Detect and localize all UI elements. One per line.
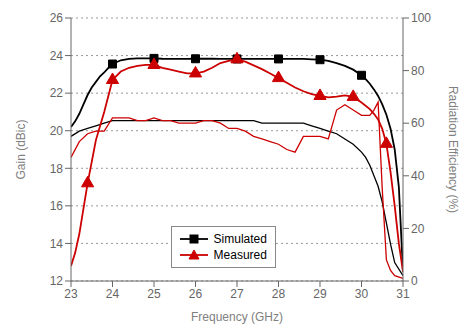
svg-text:27: 27 <box>230 287 244 301</box>
svg-text:24: 24 <box>106 287 120 301</box>
svg-text:26: 26 <box>189 287 203 301</box>
svg-text:31: 31 <box>396 287 410 301</box>
svg-text:20: 20 <box>50 124 64 138</box>
svg-text:30: 30 <box>355 287 369 301</box>
svg-text:23: 23 <box>64 287 78 301</box>
svg-text:22: 22 <box>50 86 64 100</box>
svg-text:0: 0 <box>411 274 418 288</box>
svg-text:14: 14 <box>50 237 64 251</box>
svg-text:Radiation Efficiency (%): Radiation Efficiency (%) <box>446 86 460 213</box>
svg-text:25: 25 <box>147 287 161 301</box>
svg-text:Frequency (GHz): Frequency (GHz) <box>191 310 283 324</box>
svg-text:24: 24 <box>50 49 64 63</box>
svg-text:80: 80 <box>411 64 425 78</box>
svg-text:26: 26 <box>50 11 64 25</box>
html-text:Simulated: Simulated <box>213 231 267 246</box>
svg-text:60: 60 <box>411 116 425 130</box>
svg-text:12: 12 <box>50 274 64 288</box>
svg-text:18: 18 <box>50 162 64 176</box>
svg-text:16: 16 <box>50 199 64 213</box>
svg-text:20: 20 <box>411 222 425 236</box>
html-text:Measured: Measured <box>213 247 267 262</box>
svg-text:Gain (dBic): Gain (dBic) <box>14 119 28 179</box>
svg-text:28: 28 <box>272 287 286 301</box>
svg-text:100: 100 <box>411 11 431 25</box>
svg-text:29: 29 <box>313 287 327 301</box>
svg-text:40: 40 <box>411 169 425 183</box>
